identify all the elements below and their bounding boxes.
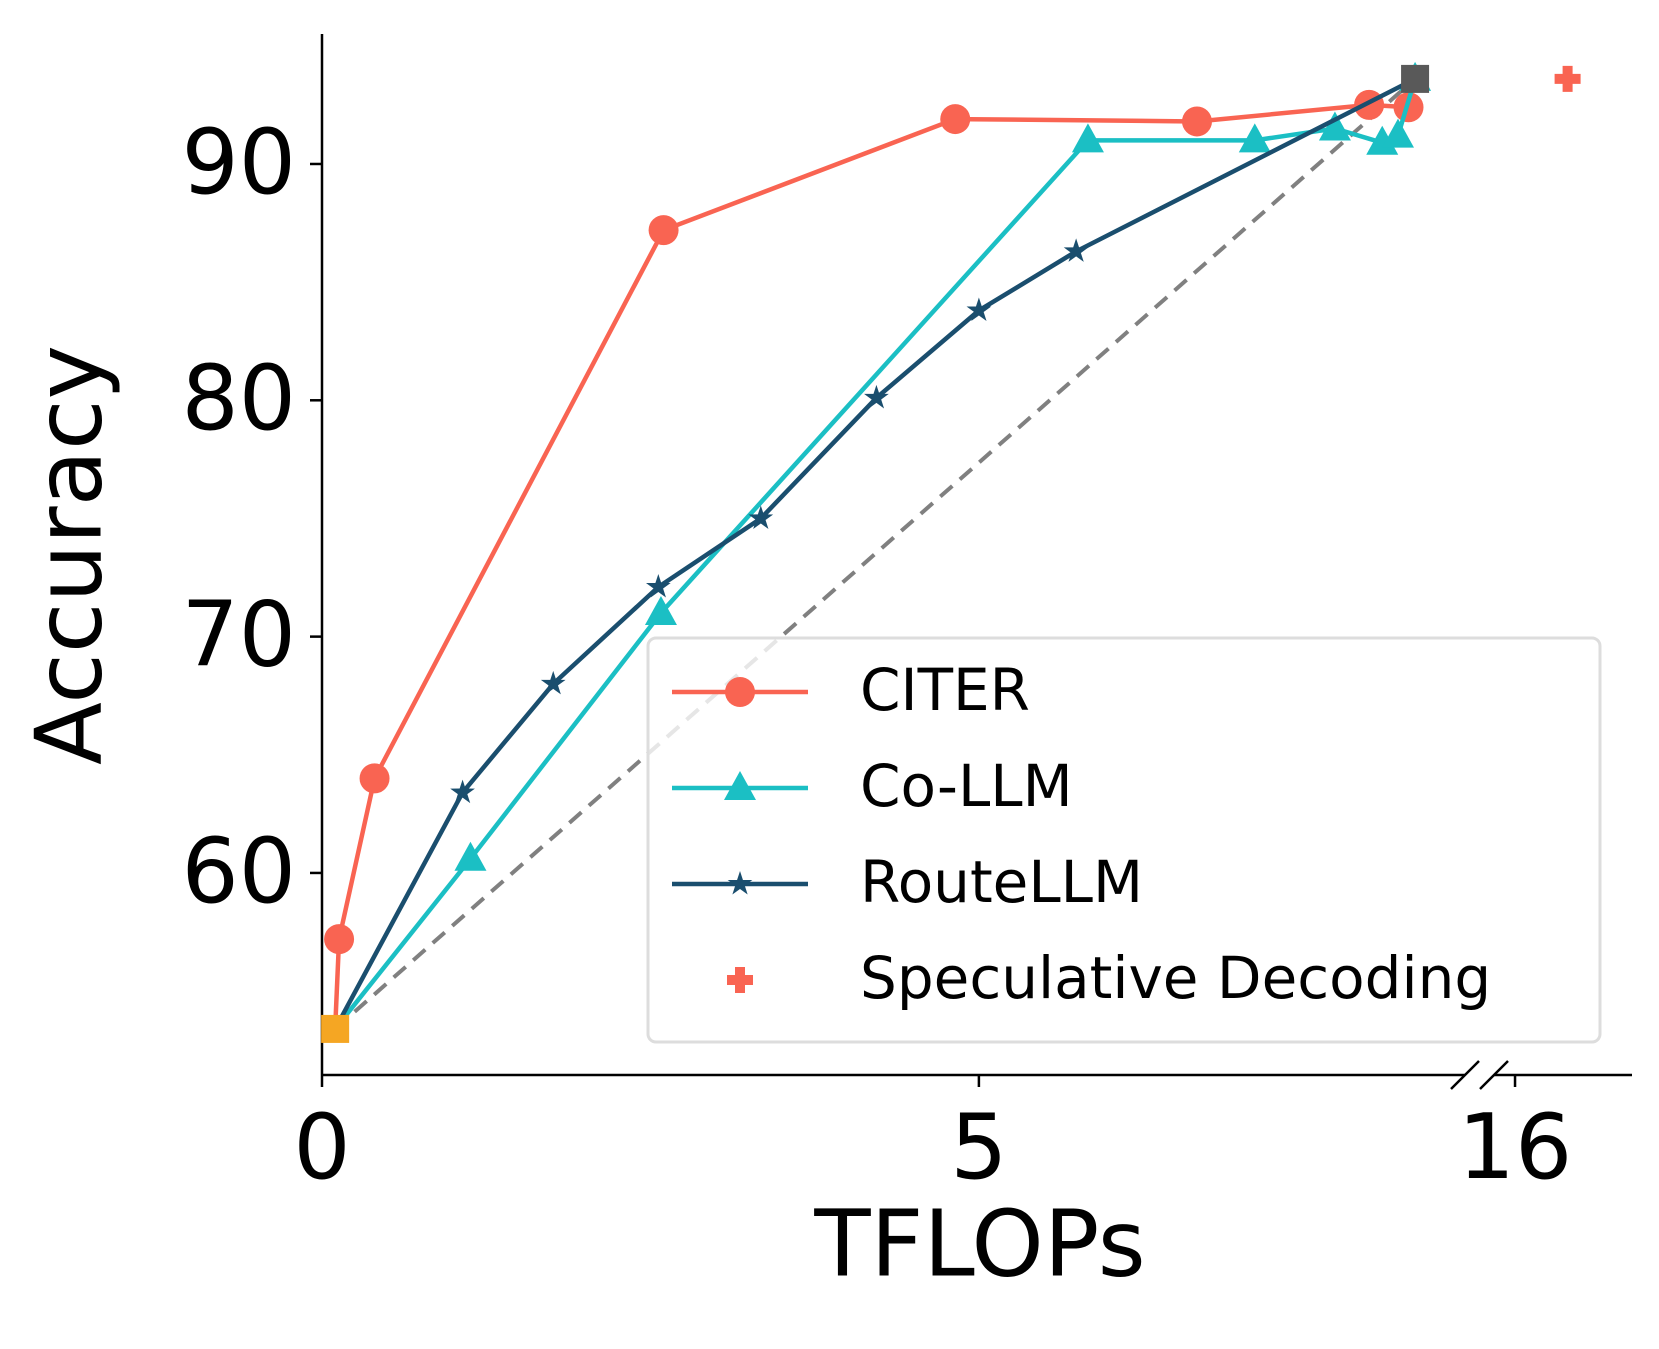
marker (864, 384, 889, 409)
y-tick-label: 70 (181, 583, 296, 688)
legend: CITER Co-LLM RouteLLM Speculative Decoding (646, 636, 1602, 1044)
marker (645, 573, 671, 598)
axis-break (1479, 1060, 1509, 1090)
axis-break (1450, 1060, 1480, 1090)
marker (725, 677, 755, 707)
y-tick-label: 60 (181, 819, 296, 924)
x-axis-label: TFLOPs (813, 1190, 1145, 1297)
legend-label: Speculative Decoding (860, 944, 1491, 1012)
marker (1181, 106, 1212, 137)
marker (450, 779, 475, 804)
y-axis-label: Accuracy (15, 345, 122, 765)
marker (359, 763, 390, 794)
marker (454, 841, 487, 871)
reference-line (333, 77, 1417, 1031)
marker (1554, 65, 1581, 92)
legend-label: RouteLLM (860, 848, 1143, 916)
marker (1381, 118, 1414, 148)
marker (648, 215, 679, 246)
x-tick-label: 5 (950, 1095, 1007, 1200)
marker (540, 670, 566, 695)
y-tick-label: 80 (181, 346, 296, 451)
marker (940, 104, 971, 135)
marker (1401, 64, 1430, 93)
marker (748, 505, 774, 529)
marker (324, 924, 355, 955)
marker (1063, 238, 1089, 262)
marker (966, 297, 992, 322)
legend-label: Co-LLM (860, 752, 1073, 820)
marker (644, 595, 677, 625)
x-tick-label: 16 (1458, 1095, 1573, 1200)
x-tick-label: 0 (293, 1095, 350, 1200)
series-line (332, 102, 1409, 1030)
marker (1238, 123, 1271, 153)
y-tick-label: 90 (181, 110, 296, 215)
marker (321, 1014, 350, 1043)
marker (1071, 123, 1104, 153)
legend-box (646, 636, 1602, 1044)
marker (724, 771, 756, 800)
marker (1354, 89, 1385, 120)
marker (1318, 111, 1351, 141)
marker (727, 871, 753, 895)
legend-label: CITER (860, 656, 1030, 724)
marker (727, 967, 753, 993)
